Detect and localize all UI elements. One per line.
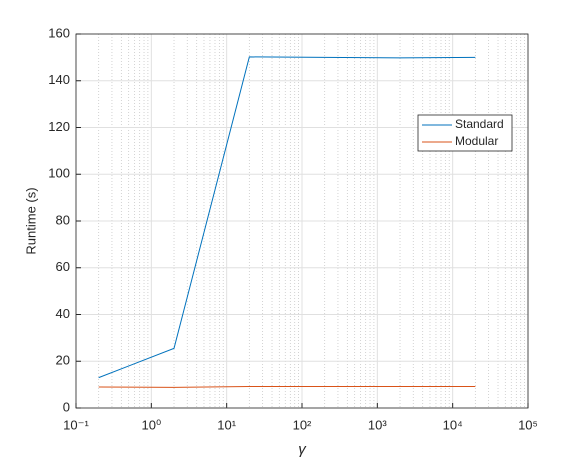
x-tick-label: 10⁴ bbox=[443, 417, 463, 432]
x-tick-label: 10⁰ bbox=[141, 417, 161, 432]
x-tick-label: 10⁵ bbox=[518, 417, 538, 432]
legend-box bbox=[417, 114, 513, 152]
legend-label: Standard bbox=[455, 117, 504, 131]
y-tick-label: 80 bbox=[56, 212, 70, 227]
line-series bbox=[98, 56, 476, 379]
x-tick-label: 10¹ bbox=[217, 417, 236, 432]
y-tick-label: 0 bbox=[63, 399, 70, 414]
x-tick-label: 10³ bbox=[368, 417, 387, 432]
y-tick-label: 60 bbox=[56, 259, 70, 274]
y-tick-label: 40 bbox=[56, 306, 70, 321]
x-tick-label: 10² bbox=[293, 417, 312, 432]
line-series bbox=[98, 385, 476, 388]
x-axis-label: γ bbox=[298, 441, 307, 458]
axes-box bbox=[75, 33, 529, 409]
y-tick-label: 100 bbox=[48, 166, 70, 181]
legend-label: Modular bbox=[455, 134, 498, 148]
y-tick-label: 140 bbox=[48, 72, 70, 87]
legend: Standard Modular bbox=[417, 114, 513, 152]
y-tick-label: 160 bbox=[48, 25, 70, 40]
y-axis-label: Runtime (s) bbox=[23, 187, 38, 254]
y-tick-label: 20 bbox=[56, 353, 70, 368]
y-tick-label: 120 bbox=[48, 119, 70, 134]
x-tick-label: 10⁻¹ bbox=[63, 417, 89, 432]
